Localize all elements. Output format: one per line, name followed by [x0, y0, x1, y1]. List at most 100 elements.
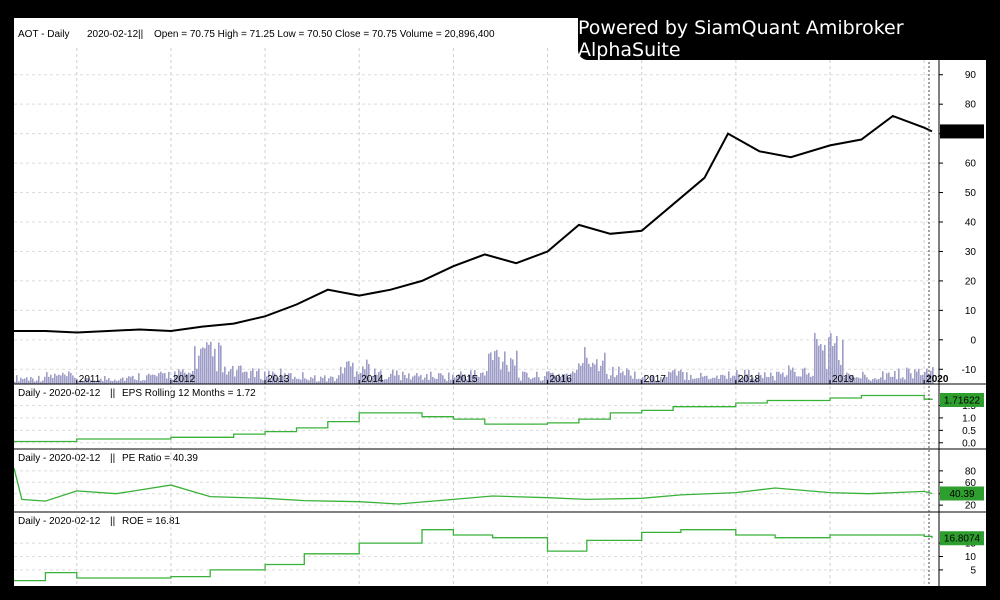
volume-bar — [848, 373, 850, 384]
volume-bar — [600, 365, 602, 384]
volume-bar — [230, 369, 232, 384]
volume-bar — [474, 370, 476, 384]
volume-bar — [246, 371, 248, 384]
volume-bar — [124, 380, 126, 384]
last-value-badge — [940, 392, 984, 407]
volume-bar — [458, 374, 460, 384]
volume-bar — [306, 379, 308, 384]
volume-bar — [908, 368, 910, 384]
volume-bar — [332, 376, 334, 384]
volume-bar — [576, 369, 578, 384]
volume-bar — [652, 375, 654, 384]
volume-bar — [74, 377, 76, 384]
pe-pane: Daily - 2020-02-12 || PE Ratio = 40.39 8… — [13, 452, 977, 512]
volume-bar — [70, 372, 72, 384]
volume-bar — [724, 375, 726, 384]
volume-bar — [346, 361, 348, 384]
volume-bar — [608, 379, 610, 384]
volume-bar — [292, 379, 294, 384]
volume-bar — [226, 374, 228, 384]
y-tick-label: 10 — [965, 552, 977, 563]
volume-bar — [68, 371, 70, 384]
volume-bar — [270, 379, 272, 384]
volume-bar — [808, 372, 810, 384]
volume-bar — [598, 371, 600, 384]
volume-bar — [338, 375, 340, 384]
volume-bar — [180, 371, 182, 384]
volume-bar — [566, 373, 568, 384]
volume-bar — [900, 378, 902, 384]
volume-bar — [28, 380, 30, 384]
volume-bar — [42, 380, 44, 384]
volume-bar — [284, 373, 286, 384]
volume-bar — [298, 378, 300, 384]
volume-bar — [178, 369, 180, 384]
volume-bar — [680, 369, 682, 384]
volume-bar — [38, 375, 40, 384]
volume-bar — [84, 379, 86, 384]
roe-pane: Daily - 2020-02-12 || ROE = 16.81 15105 — [14, 515, 976, 586]
volume-bar — [262, 380, 264, 384]
volume-bar — [834, 343, 836, 384]
volume-bar — [732, 375, 734, 384]
volume-bars — [14, 332, 934, 384]
volume-bar — [388, 376, 390, 384]
volume-bar — [198, 355, 200, 384]
volume-bar — [856, 377, 858, 384]
volume-bar — [86, 377, 88, 384]
volume-bar — [184, 372, 186, 384]
volume-bar — [300, 379, 302, 384]
volume-bar — [714, 377, 716, 384]
volume-bar — [410, 379, 412, 384]
volume-bar — [506, 364, 508, 384]
volume-bar — [806, 374, 808, 384]
volume-bar — [294, 376, 296, 384]
volume-bar — [384, 379, 386, 384]
last-value-badge — [940, 486, 984, 501]
volume-bar — [792, 367, 794, 384]
volume-bar — [762, 378, 764, 384]
volume-bar — [164, 373, 166, 384]
volume-bar — [672, 370, 674, 384]
volume-bar — [380, 370, 382, 384]
volume-bar — [406, 378, 408, 384]
volume-bar — [372, 376, 374, 384]
volume-bar — [374, 368, 376, 384]
y-tick-label: 20 — [965, 501, 977, 512]
volume-bar — [202, 347, 204, 384]
volume-bar — [780, 374, 782, 384]
volume-bar — [218, 342, 220, 384]
volume-bar — [906, 367, 908, 384]
volume-bar — [310, 377, 312, 384]
pe-header-indicator: PE Ratio = 40.39 — [122, 453, 198, 464]
volume-bar — [466, 379, 468, 384]
volume-bar — [752, 377, 754, 384]
volume-bar — [486, 371, 488, 384]
volume-bar — [754, 379, 756, 384]
volume-bar — [594, 364, 596, 384]
volume-bar — [14, 381, 16, 384]
volume-bar — [352, 362, 354, 384]
volume-bar — [468, 374, 470, 384]
volume-bar — [772, 375, 774, 384]
stock-chart[interactable]: AOT - Daily 2020-02-12 || Open = 70.75 H… — [13, 18, 986, 586]
volume-bar — [602, 360, 604, 384]
volume-bar — [422, 379, 424, 384]
volume-bar — [22, 379, 24, 384]
volume-bar — [704, 375, 706, 384]
volume-bar — [528, 377, 530, 384]
volume-bar — [654, 380, 656, 384]
roe-series-line — [14, 529, 933, 582]
volume-bar — [854, 377, 856, 384]
volume-bar — [330, 376, 332, 384]
volume-bar — [496, 349, 498, 384]
volume-bar — [880, 377, 882, 384]
volume-bar — [108, 378, 110, 384]
volume-bar — [820, 344, 822, 384]
volume-bar — [776, 371, 778, 384]
volume-bar — [24, 378, 26, 384]
volume-bar — [440, 373, 442, 384]
volume-bar — [204, 348, 206, 384]
volume-bar — [904, 379, 906, 384]
volume-bar — [882, 371, 884, 384]
